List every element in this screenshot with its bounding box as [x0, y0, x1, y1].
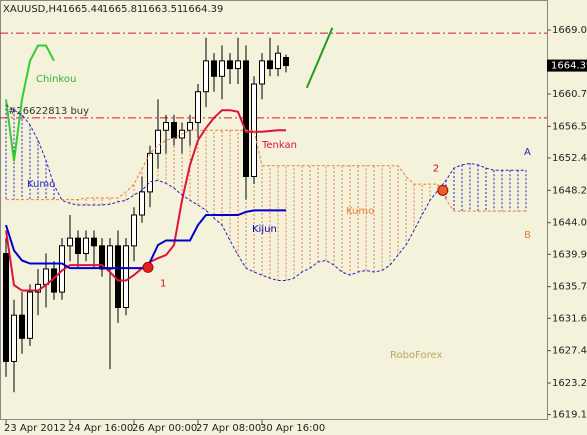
candle-body [107, 245, 113, 270]
candle-body [83, 237, 89, 255]
signal-label: 2 [433, 163, 439, 174]
candle-body [147, 152, 153, 193]
line-label: Kijun [252, 224, 277, 235]
x-tick-label: 26 Apr 00:00 [132, 423, 197, 434]
header-text: 1665.81 [102, 4, 143, 15]
candle-body [227, 60, 233, 70]
x-tick-label: 30 Apr 16:00 [260, 423, 325, 434]
y-tick-label: 1652.40 [552, 153, 587, 164]
indicator-line [5, 44, 55, 162]
price-box [547, 59, 587, 72]
x-tick-label: 27 Apr 08:00 [196, 423, 261, 434]
signal-label: 1 [160, 278, 166, 289]
candle-body [19, 314, 25, 339]
candle-body [275, 52, 281, 70]
y-tick-label: 1639.90 [552, 249, 587, 260]
candle-body [155, 129, 161, 154]
signal-point [437, 184, 449, 196]
candle-body [235, 60, 241, 70]
candle-body [115, 245, 121, 308]
line-label: A [524, 147, 531, 158]
candle-body [187, 122, 193, 131]
candle-body [139, 191, 145, 216]
candle-body [27, 291, 33, 339]
y-tick-label: 1656.50 [552, 121, 587, 132]
candle-body [3, 253, 9, 362]
candle-body [267, 60, 273, 70]
trend-line [305, 27, 334, 89]
candle-body [131, 214, 137, 247]
candle-body [259, 60, 265, 85]
plot-frame [0, 0, 548, 420]
header-text: XAUUSD,H4 [3, 4, 62, 15]
candle-body [283, 56, 289, 67]
candle-body [219, 60, 225, 77]
header-text: 1665.44 [62, 4, 103, 15]
order-label: #26622813 buy [8, 106, 89, 117]
candle-body [243, 60, 249, 177]
candle-body [11, 314, 17, 362]
line-label: B [524, 230, 531, 241]
y-tick-label: 1648.20 [552, 185, 587, 196]
y-tick-label: 1644.00 [552, 218, 587, 229]
candle-body [123, 245, 129, 308]
y-tick-label: 1660.70 [552, 89, 587, 100]
y-tick-label: 1631.60 [552, 313, 587, 324]
candle-body [75, 237, 81, 255]
line-label: Kumo [346, 206, 374, 217]
x-tick-label: 24 Apr 16:00 [68, 423, 133, 434]
price-label: 1664.39 [551, 61, 587, 72]
line-label: Kumo [27, 179, 55, 190]
candle-body [211, 60, 217, 77]
line-label: Chinkou [36, 74, 76, 85]
signal-point [142, 261, 154, 273]
header-text: 1664.39 [182, 4, 223, 15]
candle-body [67, 237, 73, 247]
candle-body [43, 268, 49, 285]
y-tick-label: 1623.20 [552, 378, 587, 389]
watermark: RoboForex [390, 350, 442, 361]
candle-body [203, 60, 209, 93]
header-text: 1663.51 [142, 4, 183, 15]
candle-body [171, 122, 177, 139]
y-tick-label: 1619.10 [552, 410, 587, 421]
x-tick-label: 23 Apr 2012 [4, 423, 66, 434]
candle-body [91, 237, 97, 247]
y-tick-label: 1669.00 [552, 25, 587, 36]
candle-body [163, 122, 169, 131]
y-tick-label: 1627.40 [552, 346, 587, 357]
candle-body [195, 91, 201, 124]
y-tick-label: 1635.70 [552, 282, 587, 293]
line-label: Tenkan [261, 140, 297, 151]
